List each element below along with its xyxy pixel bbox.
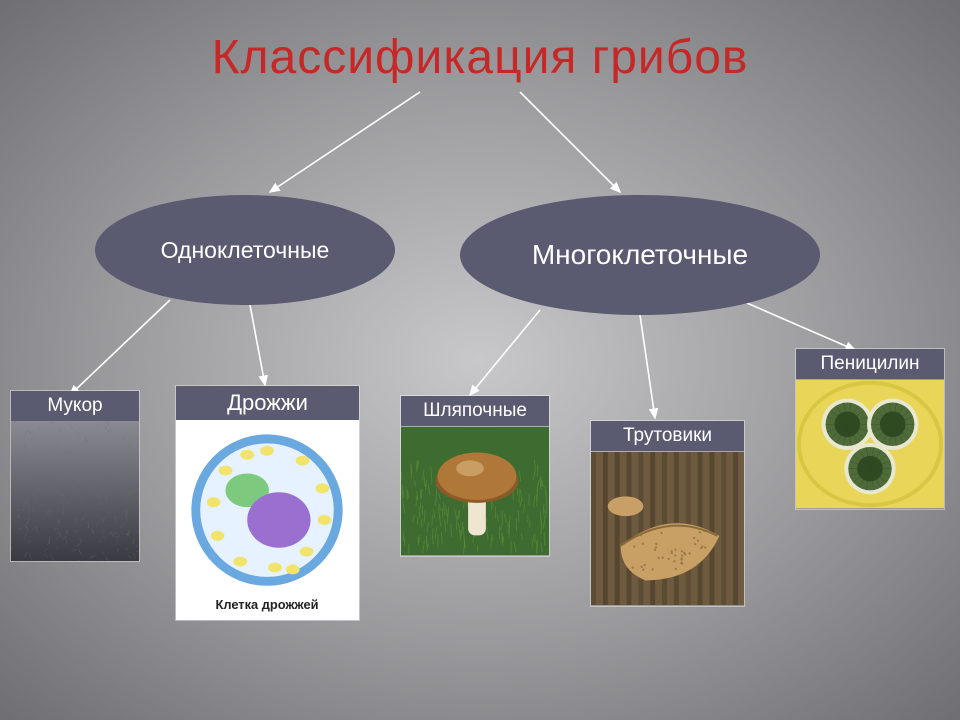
yeast-illustration: Клетка дрожжей xyxy=(176,420,359,620)
page-title: Классификация грибов xyxy=(0,30,960,85)
oval-multicellular: Многоклеточные xyxy=(460,195,820,315)
card-yeast-label: Дрожжи xyxy=(176,386,359,420)
card-mukor-label: Мукор xyxy=(11,391,139,421)
penicillin-illustration xyxy=(796,379,944,509)
card-bracket-label: Трутовики xyxy=(591,421,744,451)
card-penicillin: Пеницилин xyxy=(795,348,945,510)
card-cap-mushroom: Шляпочные xyxy=(400,395,550,557)
oval-multicellular-label: Многоклеточные xyxy=(532,239,748,271)
cap-mushroom-illustration xyxy=(401,426,549,556)
card-yeast: Дрожжи Клетка дрожжей xyxy=(175,385,360,621)
oval-unicellular-label: Одноклеточные xyxy=(161,237,330,264)
card-bracket-fungus: Трутовики xyxy=(590,420,745,607)
title-text: Классификация грибов xyxy=(212,31,749,84)
oval-unicellular: Одноклеточные xyxy=(95,195,395,305)
svg-text:Клетка дрожжей: Клетка дрожжей xyxy=(216,597,319,612)
card-cap-label: Шляпочные xyxy=(401,396,549,426)
bracket-fungus-illustration xyxy=(591,451,744,606)
card-mukor: Мукор xyxy=(10,390,140,562)
mukor-illustration xyxy=(11,421,139,561)
card-penicillin-label: Пеницилин xyxy=(796,349,944,379)
